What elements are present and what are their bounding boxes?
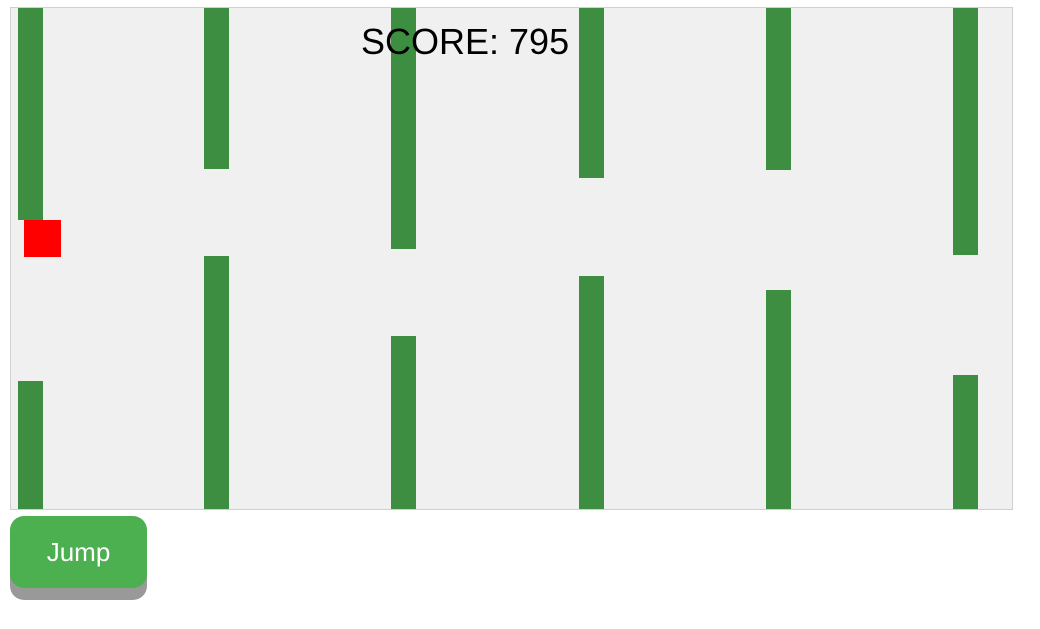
score-display: SCORE: 795	[361, 21, 570, 62]
pipe-bottom-2	[204, 256, 229, 509]
pipe-bottom-4	[579, 276, 604, 509]
pipe-top-6	[953, 8, 978, 255]
pipe-bottom-3	[391, 336, 416, 509]
pipe-top-2	[204, 8, 229, 169]
pipe-top-1	[18, 8, 43, 220]
pipe-top-4	[579, 8, 604, 178]
jump-button[interactable]: Jump	[10, 516, 147, 588]
pipe-bottom-1	[18, 381, 43, 509]
game-canvas[interactable]: SCORE: 795	[10, 7, 1013, 510]
player-square	[24, 220, 61, 257]
pipe-top-5	[766, 8, 791, 170]
pipe-bottom-6	[953, 375, 978, 509]
pipe-bottom-5	[766, 290, 791, 509]
pipe-top-3	[391, 8, 416, 249]
